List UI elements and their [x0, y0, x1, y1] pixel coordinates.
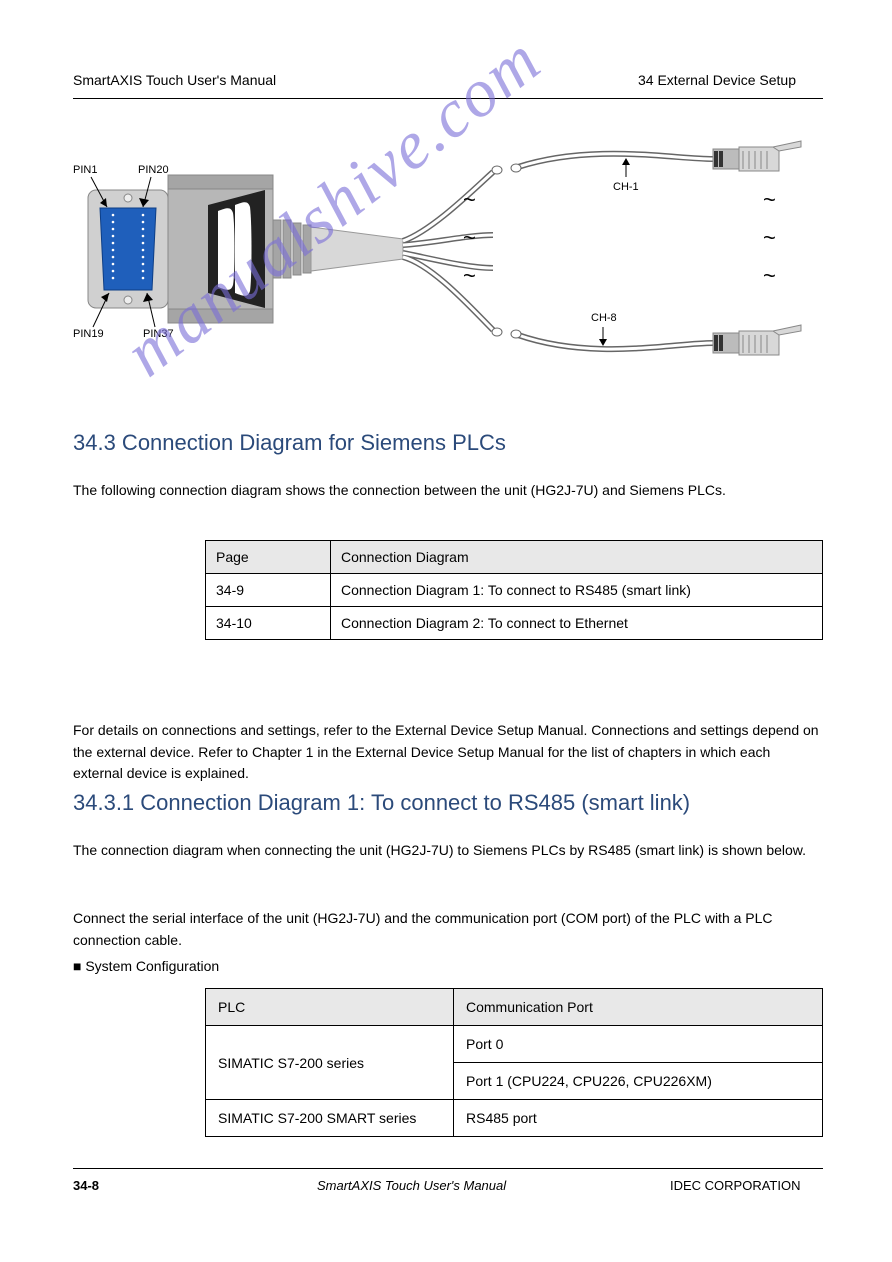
header-left: SmartAXIS Touch User's Manual — [73, 72, 276, 88]
table-row: SIMATIC S7-200 SMART series RS485 port — [206, 1100, 823, 1137]
system-configuration-table: PLC Communication Port SIMATIC S7-200 se… — [205, 988, 823, 1137]
section-title-343: 34.3 Connection Diagram for Siemens PLCs — [73, 430, 506, 456]
footer-page-number: 34-8 — [73, 1178, 99, 1193]
label-ch1: CH-1 — [613, 181, 639, 193]
tilde-group: ~ ~ ~ ~ ~ ~ — [463, 187, 776, 288]
cable-diagram: ~ ~ ~ ~ ~ ~ — [73, 135, 823, 395]
table2-caption: ■ System Configuration — [73, 958, 219, 974]
table-row: 34-9 Connection Diagram 1: To connect to… — [206, 574, 823, 607]
grille-s2 — [235, 202, 252, 296]
bottom-branch: CH-8 — [511, 312, 801, 355]
top-branch: CH-1 — [511, 141, 801, 193]
table1-col-diagram: Connection Diagram — [331, 541, 823, 574]
dsub-connector — [88, 190, 168, 308]
section1-intro: The following connection diagram shows t… — [73, 480, 823, 502]
cell-desc: Connection Diagram 1: To connect to RS48… — [331, 574, 823, 607]
footer-rule — [73, 1168, 823, 1169]
plug-body — [168, 175, 273, 323]
tilde: ~ — [763, 187, 776, 212]
pin19-label: PIN19 — [73, 328, 104, 340]
fanout — [403, 172, 493, 330]
footer-company: IDEC CORPORATION — [670, 1178, 801, 1193]
tilde: ~ — [463, 225, 476, 250]
table1-col-page: Page — [206, 541, 331, 574]
cell-page: 34-10 — [206, 607, 331, 640]
table2-col-port: Communication Port — [454, 989, 823, 1026]
plug-top-lip — [168, 175, 273, 189]
cell-port: Port 0 — [454, 1026, 823, 1063]
section2-intro2: Connect the serial interface of the unit… — [73, 908, 823, 951]
cell-plc: SIMATIC S7-200 series — [206, 1026, 454, 1100]
cell-desc: Connection Diagram 2: To connect to Ethe… — [331, 607, 823, 640]
screw-bottom — [124, 296, 132, 304]
strain-relief — [273, 220, 311, 278]
cable-sheath — [311, 227, 403, 271]
section2-intro1: The connection diagram when connecting t… — [73, 840, 823, 862]
section-title-3431: 34.3.1 Connection Diagram 1: To connect … — [73, 790, 690, 816]
pin20-label: PIN20 — [138, 164, 169, 176]
cell-page: 34-9 — [206, 574, 331, 607]
tilde: ~ — [463, 187, 476, 212]
connection-diagrams-table: Page Connection Diagram 34-9 Connection … — [205, 540, 823, 640]
cell-port: Port 1 (CPU224, CPU226, CPU226XM) — [454, 1063, 823, 1100]
cable-diagram-svg: ~ ~ ~ ~ ~ ~ — [73, 135, 823, 395]
pin1-label: PIN1 — [73, 164, 97, 176]
cell-port: RS485 port — [454, 1100, 823, 1137]
tilde: ~ — [463, 263, 476, 288]
table-row: SIMATIC S7-200 series Port 0 — [206, 1026, 823, 1063]
rj45-top — [713, 141, 801, 171]
label-ch8: CH-8 — [591, 312, 617, 324]
tilde: ~ — [763, 225, 776, 250]
plug-bottom-lip — [168, 309, 273, 323]
footer-title: SmartAXIS Touch User's Manual — [317, 1178, 506, 1193]
screw-top — [124, 194, 132, 202]
table-row: 34-10 Connection Diagram 2: To connect t… — [206, 607, 823, 640]
cut-ends — [492, 166, 502, 336]
header-rule — [73, 98, 823, 99]
table2-col-plc: PLC — [206, 989, 454, 1026]
section1-trailer: For details on connections and settings,… — [73, 720, 823, 785]
page: SmartAXIS Touch User's Manual 34 Externa… — [0, 0, 892, 1262]
fanout-inner — [403, 172, 493, 330]
pin37-label: PIN37 — [143, 328, 174, 340]
cell-plc: SIMATIC S7-200 SMART series — [206, 1100, 454, 1137]
blue-socket — [100, 208, 156, 290]
header-right: 34 External Device Setup — [638, 72, 796, 88]
tilde: ~ — [763, 263, 776, 288]
grille-s1 — [218, 208, 235, 290]
rj45-bottom — [713, 325, 801, 355]
